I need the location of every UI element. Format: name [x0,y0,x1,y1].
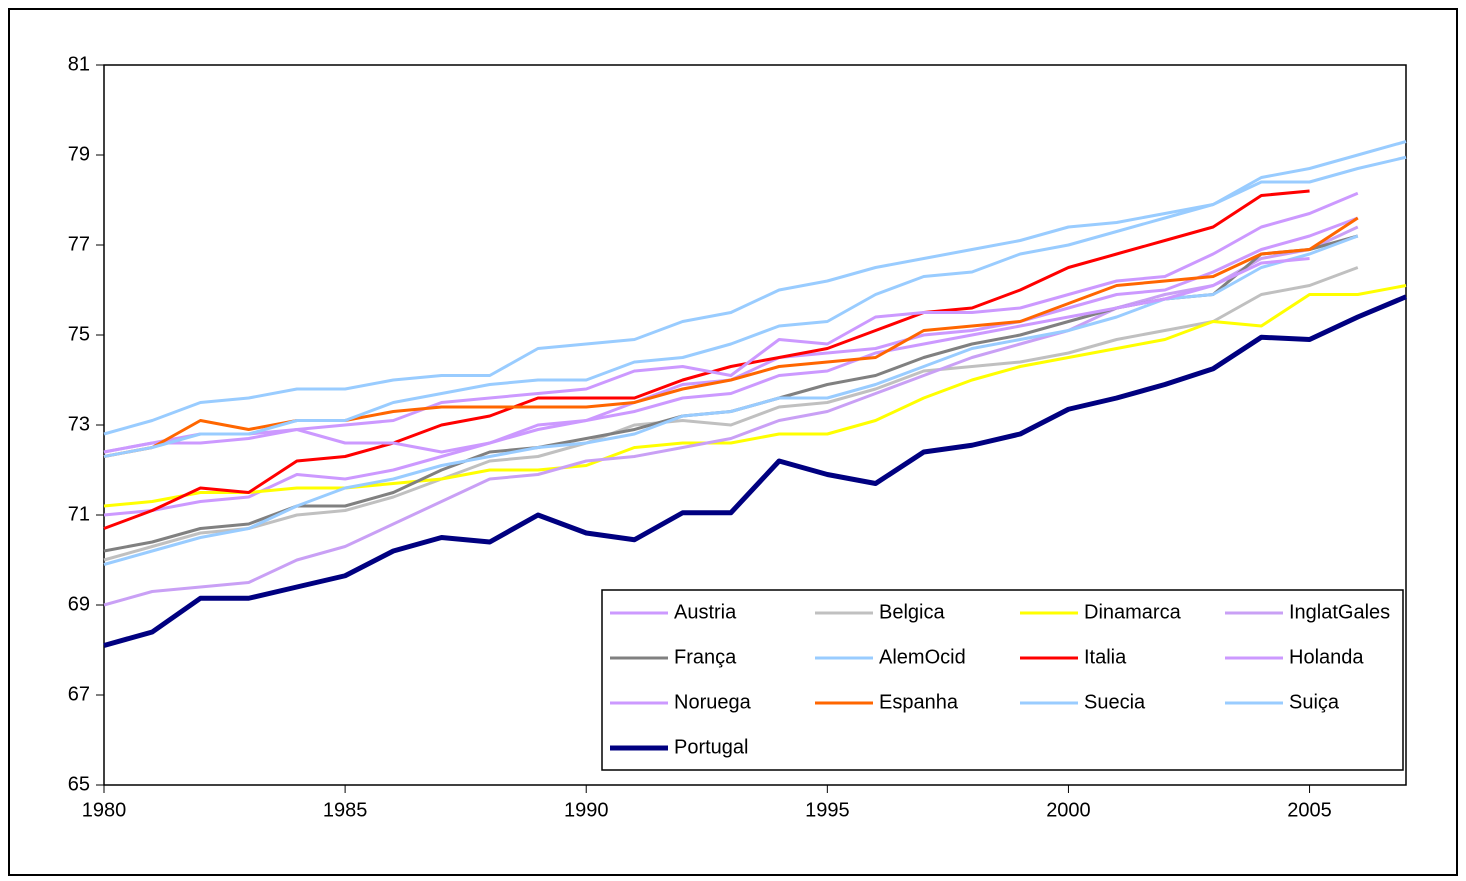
x-tick-label: 2005 [1287,799,1332,821]
y-tick-label: 77 [68,233,90,255]
y-tick-label: 71 [68,503,90,525]
legend-label: Noruega [674,691,752,713]
series-line [103,234,1359,566]
series-line [103,189,1310,530]
series-line [103,225,1359,607]
y-tick-label: 65 [68,773,90,795]
x-tick-label: 2000 [1046,799,1091,821]
legend-box [601,589,1404,771]
y-tick-label: 67 [68,683,90,705]
legend-label: InglatGales [1289,601,1390,623]
x-tick-label: 1995 [805,799,850,821]
y-tick-label: 79 [68,143,90,165]
y-tick-label: 81 [68,53,90,75]
legend-label: Suecia [1084,691,1146,713]
x-tick-label: 1990 [564,799,609,821]
legend-label: AlemOcid [879,646,966,668]
legend-label: Belgica [879,601,945,623]
series-line [103,257,1310,454]
x-tick-label: 1980 [82,799,127,821]
legend-label: Espanha [879,691,959,713]
series-line [103,294,1407,648]
series-line [103,191,1359,454]
y-tick-label: 69 [68,593,90,615]
legend-label: Dinamarca [1084,601,1182,623]
legend-label: Portugal [674,736,749,758]
x-tick-label: 1985 [323,799,368,821]
y-tick-label: 75 [68,323,90,345]
y-tick-label: 73 [68,413,90,435]
legend-label: França [674,646,737,668]
series-line [103,284,1407,508]
legend-label: Holanda [1289,646,1364,668]
legend-label: Italia [1084,646,1127,668]
series-line [103,155,1407,458]
legend-label: Austria [674,601,737,623]
series-line [103,140,1407,436]
legend-label: Suiça [1289,691,1340,713]
series-line [103,266,1359,562]
